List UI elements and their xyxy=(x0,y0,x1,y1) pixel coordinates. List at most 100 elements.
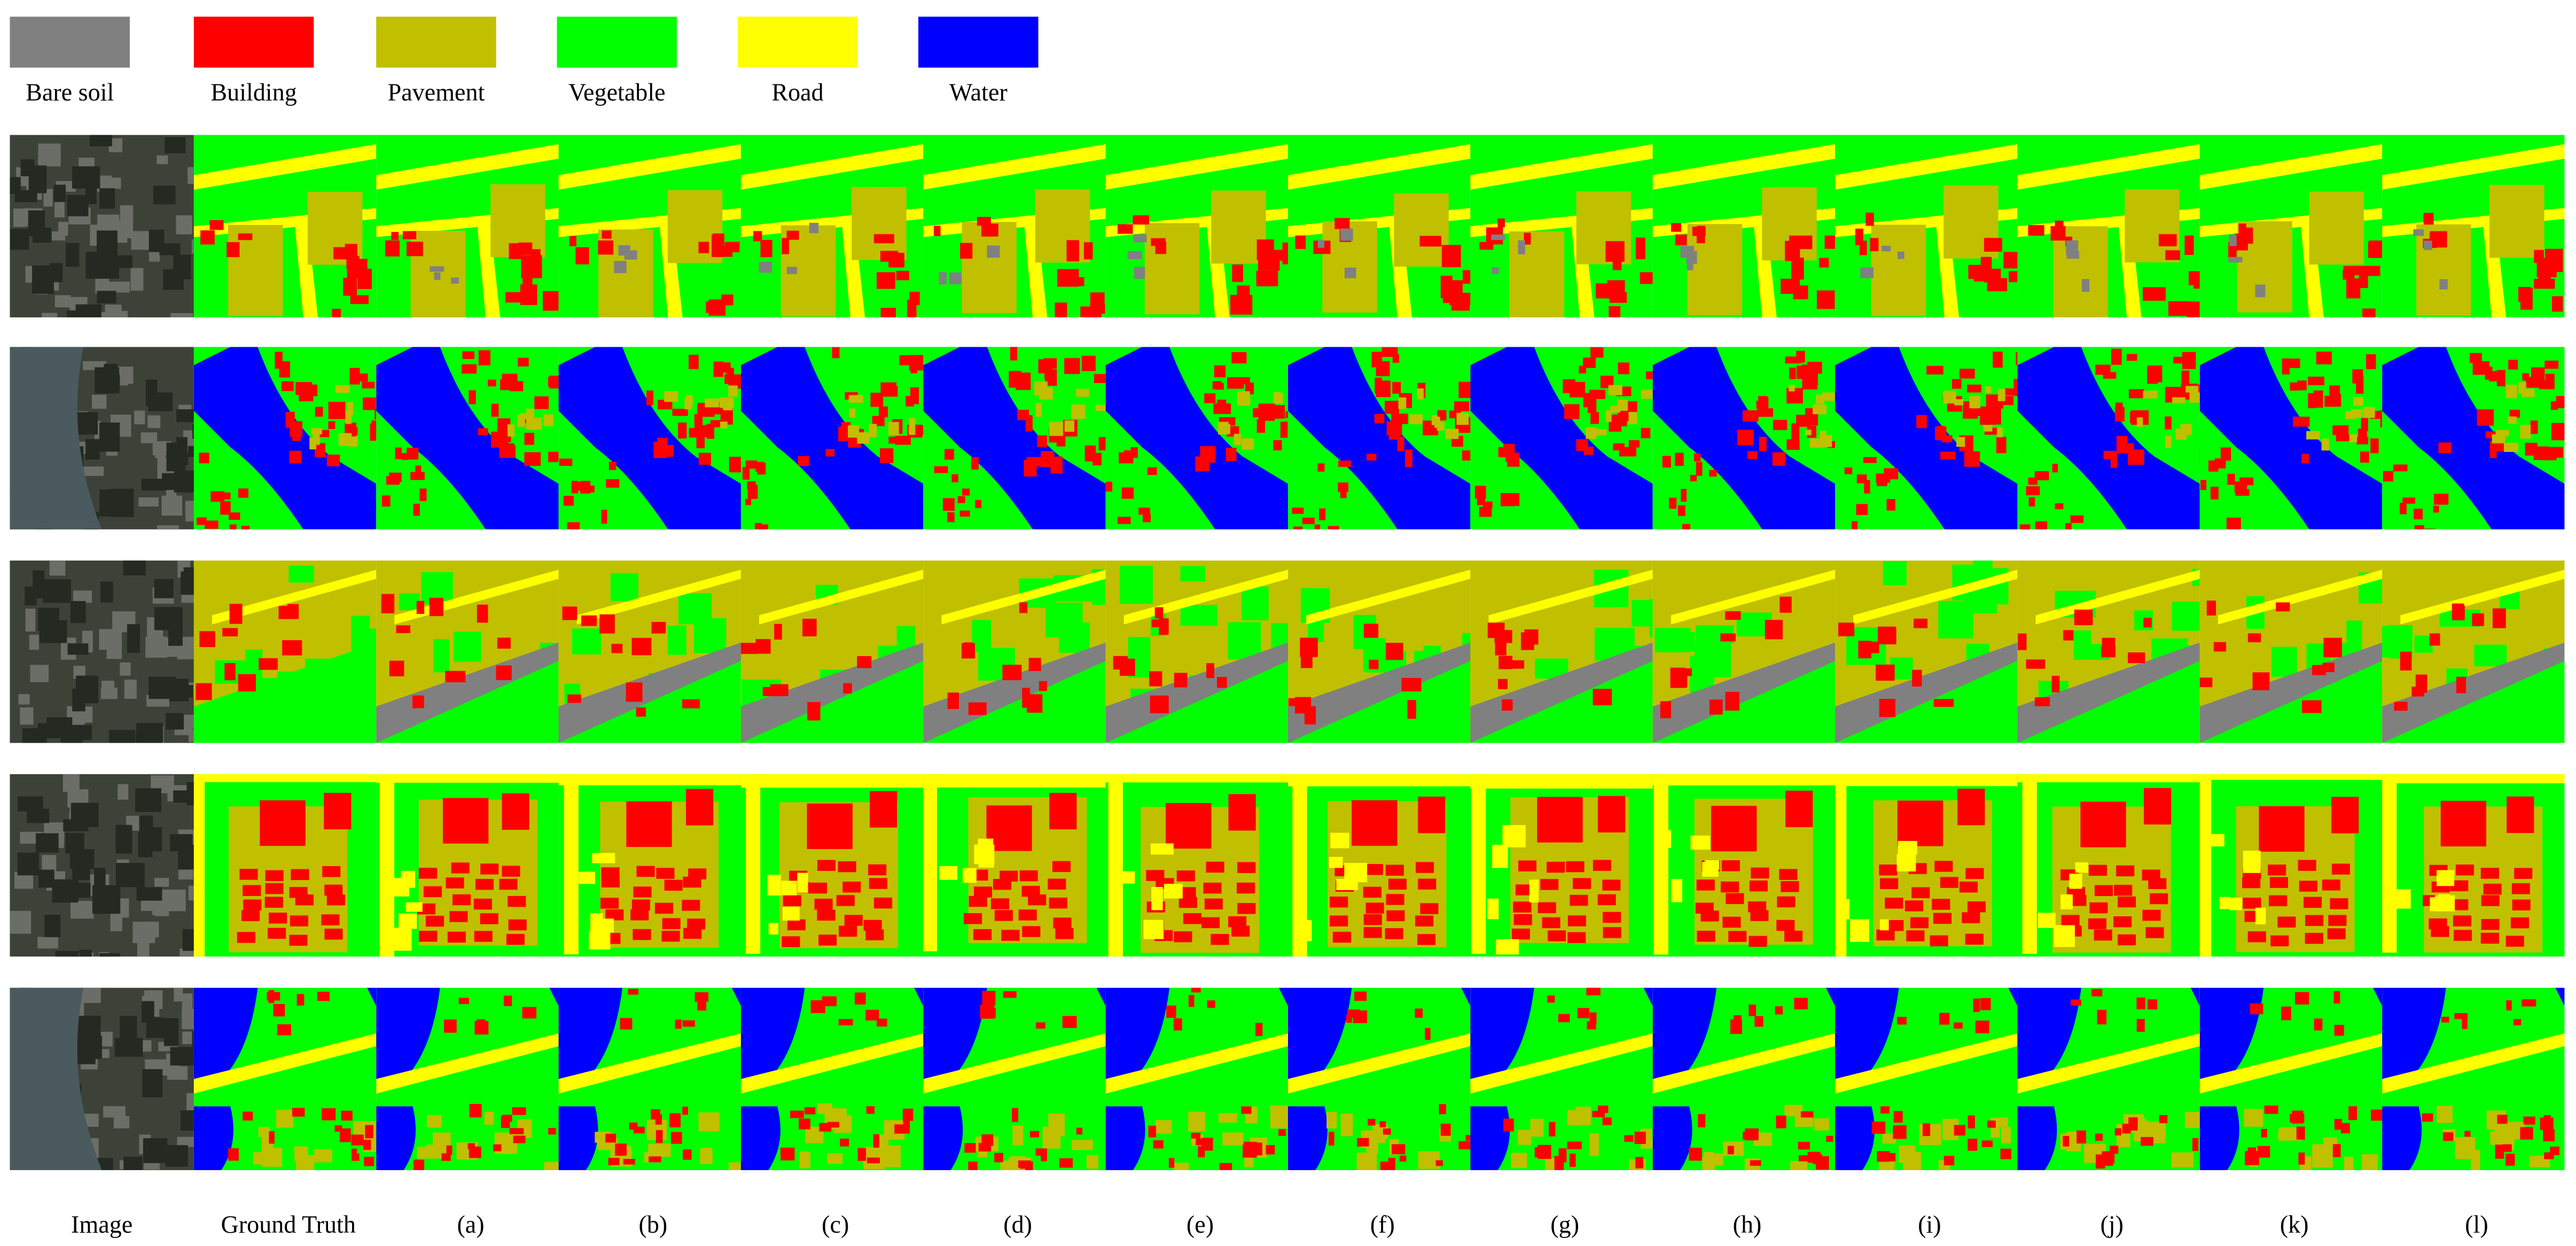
segment xyxy=(669,1113,681,1128)
segmentation-tile xyxy=(2382,987,2565,1171)
segment xyxy=(2026,486,2040,495)
segment xyxy=(79,949,92,957)
segment xyxy=(1758,396,1768,408)
segment xyxy=(1419,236,1441,247)
column-label: (f) xyxy=(1370,1211,1395,1238)
segment xyxy=(188,167,194,184)
segmentation-tile xyxy=(1835,774,2018,957)
segment xyxy=(838,861,856,873)
segment xyxy=(1606,410,1612,422)
segment xyxy=(2185,386,2198,393)
segment xyxy=(1329,856,1343,868)
segment xyxy=(1709,699,1723,715)
segment xyxy=(2110,1146,2119,1154)
segment xyxy=(1589,1012,1597,1024)
segment xyxy=(97,312,116,318)
segment xyxy=(1042,1126,1061,1149)
segment xyxy=(1076,388,1089,397)
segment xyxy=(1864,480,1870,494)
segment xyxy=(1288,698,1299,706)
segment xyxy=(807,702,821,721)
segment xyxy=(981,223,998,237)
segment xyxy=(2481,895,2500,906)
segment xyxy=(1923,1123,1931,1136)
segment xyxy=(427,1115,442,1128)
segment xyxy=(1941,435,1953,442)
segment xyxy=(1334,218,1350,229)
segment xyxy=(388,878,410,897)
segment xyxy=(1987,278,2008,292)
segment xyxy=(728,385,738,397)
segment xyxy=(376,1106,416,1171)
segment xyxy=(1326,1112,1337,1128)
segment xyxy=(1612,258,1622,270)
segmentation-tile xyxy=(1835,560,2018,743)
segment xyxy=(2091,988,2103,996)
segmentation-tile xyxy=(2199,135,2383,318)
segment xyxy=(687,918,706,930)
segment xyxy=(2316,352,2332,364)
segment xyxy=(499,445,516,458)
segment xyxy=(347,402,354,415)
segment xyxy=(1188,995,1195,1007)
segment xyxy=(1590,412,1599,424)
segment xyxy=(1148,1125,1157,1138)
segment xyxy=(2172,602,2200,631)
segment xyxy=(120,1016,137,1041)
segment xyxy=(2540,450,2557,461)
segment xyxy=(543,414,553,426)
segment xyxy=(957,496,965,503)
segment xyxy=(685,789,714,826)
segment xyxy=(291,869,309,881)
segment xyxy=(623,1159,635,1165)
segment xyxy=(1603,912,1621,923)
segment xyxy=(1886,499,1895,511)
segment xyxy=(122,217,133,238)
segment xyxy=(1860,267,1874,278)
segment xyxy=(923,1106,963,1171)
segment xyxy=(949,272,962,285)
segment xyxy=(2458,745,2481,780)
segment xyxy=(502,793,529,830)
segment xyxy=(2017,774,2200,783)
segment xyxy=(2060,894,2073,909)
segment xyxy=(278,606,289,619)
segment xyxy=(698,1112,720,1132)
segment xyxy=(2363,407,2375,418)
segmentation-tile xyxy=(923,560,1106,743)
segment xyxy=(1876,929,1895,941)
segment xyxy=(1938,601,1973,638)
segment xyxy=(1503,1118,1514,1132)
segment xyxy=(1594,429,1607,435)
segment xyxy=(865,929,884,940)
segment xyxy=(1166,803,1212,849)
segment xyxy=(67,310,89,318)
segment xyxy=(2566,657,2576,684)
segment xyxy=(1100,440,1106,449)
segment xyxy=(1548,930,1566,941)
segment xyxy=(1206,861,1224,873)
segment xyxy=(1524,232,1531,245)
segment xyxy=(60,728,83,743)
segment xyxy=(567,694,581,703)
segment xyxy=(2017,1106,2057,1171)
segment xyxy=(111,488,134,517)
segment xyxy=(1776,1115,1786,1128)
segment xyxy=(153,185,176,205)
segment xyxy=(1784,930,1803,942)
segment xyxy=(1105,144,1288,190)
segment xyxy=(872,416,885,426)
segment xyxy=(572,628,601,655)
segment xyxy=(1880,878,1899,890)
segment xyxy=(1470,987,1534,1088)
segment xyxy=(2035,521,2048,529)
segment xyxy=(836,895,855,906)
segment xyxy=(2245,1151,2259,1165)
segment xyxy=(1470,1106,1510,1171)
segment xyxy=(974,886,993,898)
segment xyxy=(124,680,137,699)
segment xyxy=(49,560,66,576)
segment xyxy=(476,217,501,318)
segment xyxy=(282,640,302,656)
segment xyxy=(416,601,425,614)
